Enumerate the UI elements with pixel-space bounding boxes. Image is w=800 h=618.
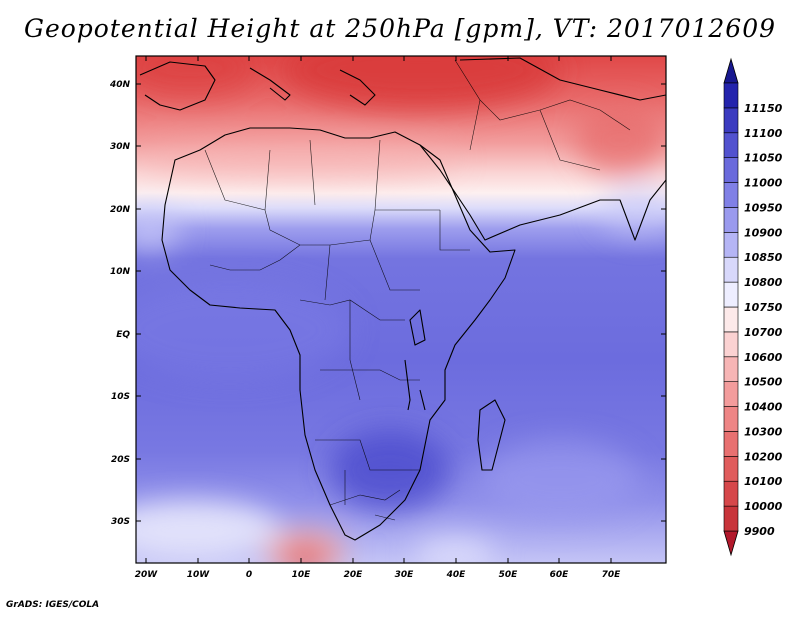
colorbar-box [723,480,739,507]
colorbar-box [723,431,739,457]
lon-label: 10W [187,570,211,580]
country-borders [204,59,631,521]
coastlines [139,57,666,541]
colorbar-box [723,157,739,183]
lat-label: 10S [111,392,130,402]
lon-label: 70E [602,570,622,580]
chart-title: Geopotential Height at 250hPa [gpm], VT:… [23,14,777,43]
italy-coastline [249,67,291,101]
colorbar-label: 10600 [744,351,783,364]
greece-coastline [339,69,376,106]
colorbar-box [723,182,739,208]
colorbar-label: 11100 [744,127,783,140]
lon-label: 30E [395,570,415,580]
lon-label: 20E [344,570,364,580]
lon-label: 10E [292,570,312,580]
latitude-labels: 40N 30N 20N 10N EQ 10S 20S 30S [109,80,131,527]
map-frame [135,55,667,564]
colorbar-arrow-low [723,530,739,557]
colorbar-box [723,107,739,134]
colorbar-label: 11000 [744,177,783,190]
colorbar-box [723,207,739,233]
arabia-india-coastline [419,144,666,241]
lon-label: 0 [246,570,252,580]
map-panel [136,56,666,563]
colorbar-label: 11050 [744,152,783,165]
colorbar-box [723,505,739,532]
colorbar-label: 10200 [744,450,783,463]
colorbar-label: 10100 [744,475,783,488]
colorbar-label: 10750 [744,301,783,314]
colorbar-label: 10700 [744,326,783,339]
lat-label: EQ [116,330,130,340]
lat-label: 10N [110,267,131,277]
lake-victoria [409,309,426,346]
grads-credit: GrADS: IGES/COLA [6,600,100,610]
lon-label: 50E [499,570,519,580]
colorbar-label: 10300 [744,425,783,438]
colorbar-box [723,82,739,109]
colorbar-box [723,132,739,158]
lon-label: 20W [135,570,159,580]
colorbar-label: 10400 [744,401,783,414]
lat-label: 20N [110,205,131,215]
colorbar-label: 10000 [744,500,783,513]
lon-label: 40E [446,570,467,580]
axis-ticks [136,56,666,563]
colorbar-box [723,406,739,432]
height-field-shading [136,56,666,563]
lat-label: 30S [111,517,130,527]
border-lines-asia [454,59,631,171]
longitude-labels: 20W 10W 0 10E 20E 30E 40E 50E 60E 70E [135,570,621,580]
lat-label: 30N [110,142,131,152]
colorbar-box [723,306,739,333]
colorbar-box [723,381,739,407]
lon-label: 60E [550,570,570,580]
colorbar-label: 11150 [744,102,783,115]
africa-coastline [161,127,516,541]
colorbar-label: 10950 [744,201,783,214]
lat-label: 40N [109,80,131,90]
colorbar-box [723,456,739,482]
colorbar-label: 10800 [744,276,783,289]
colorbar: 9900 10000 10100 10200 10300 10400 10500 10600 1… [723,57,783,557]
colorbar-label: 9900 [744,525,775,538]
colorbar-label: 10500 [744,376,783,389]
border-lines-north [264,139,470,301]
colorbar-box [723,232,739,258]
colorbar-box [723,281,739,308]
rift-lakes [404,359,426,411]
colorbar-box [723,331,739,358]
lat-label: 20S [111,455,130,465]
asia-coastline [459,57,666,101]
colorbar-arrow-high [723,57,739,84]
border-lines-central [209,244,420,471]
colorbar-box [723,356,739,382]
colorbar-label: 10850 [744,251,783,264]
madagascar-coastline [477,399,506,471]
border-lines-south [329,470,401,521]
colorbar-box [723,256,739,283]
colorbar-label: 10900 [744,226,783,239]
iberia-coastline [139,61,216,111]
